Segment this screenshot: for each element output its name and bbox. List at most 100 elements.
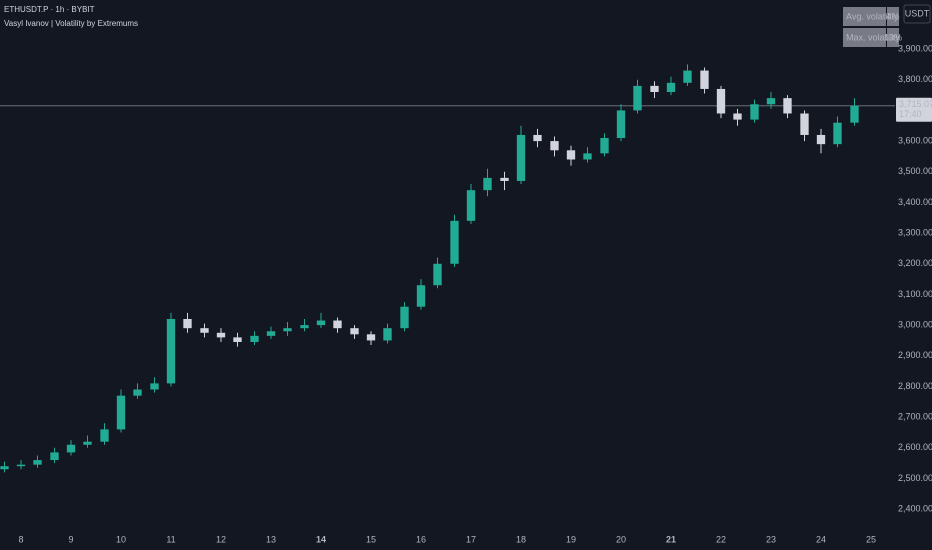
candle-body (850, 105, 859, 123)
y-tick-label: 2,400.00 (898, 504, 932, 514)
y-tick-label: 2,900.00 (898, 350, 932, 360)
x-tick-label: 20 (616, 534, 626, 544)
y-tick-label: 3,500.00 (898, 166, 932, 176)
candle-body (250, 335, 259, 342)
candle-body (566, 150, 576, 160)
x-tick-label: 25 (866, 534, 876, 544)
currency-label[interactable]: USDT (905, 8, 930, 18)
candle-body (333, 320, 342, 329)
candle-body (416, 285, 426, 307)
candle-body (316, 320, 326, 326)
candle-body (200, 328, 209, 333)
x-tick-label: 22 (716, 534, 726, 544)
y-tick-label: 3,600.00 (898, 135, 932, 145)
x-tick-label: 8 (18, 534, 23, 544)
x-tick-label: 15 (366, 534, 376, 544)
candle-body (450, 220, 459, 264)
y-tick-label: 2,500.00 (898, 473, 932, 483)
y-tick-label: 3,300.00 (898, 227, 932, 237)
x-tick-label: 14 (316, 534, 326, 544)
indicator-title: Vasyl Ivanov | Volatility by Extremums (4, 19, 138, 28)
candle-body (150, 383, 159, 390)
x-tick-label: 24 (816, 534, 826, 544)
candle-body (583, 153, 592, 160)
candle-body (783, 98, 792, 114)
y-tick-label: 3,200.00 (898, 258, 932, 268)
candle-body (216, 332, 226, 338)
x-tick-label: 9 (68, 534, 73, 544)
y-tick-label: 3,800.00 (898, 74, 932, 84)
table-value: 13% (884, 32, 902, 42)
candle-body (266, 331, 276, 336)
table-cell (843, 7, 886, 26)
y-tick-label: 3,000.00 (898, 319, 932, 329)
candle-body (750, 104, 759, 120)
candle-body (716, 88, 726, 114)
candle-body (550, 141, 559, 151)
candle-body (533, 134, 542, 142)
candle-body (833, 122, 842, 145)
candle-body (183, 318, 192, 329)
candle-body (66, 444, 76, 453)
last-price-label: 3,715.07 (899, 99, 932, 109)
candle-body (0, 466, 9, 470)
candle-body (133, 389, 142, 396)
x-tick-label: 10 (116, 534, 126, 544)
x-tick-label: 19 (566, 534, 576, 544)
candle-body (33, 460, 42, 465)
candle-body (233, 337, 242, 342)
candle-body (433, 263, 442, 286)
candle-body (16, 464, 26, 467)
candle-body (50, 452, 59, 461)
candle-body (516, 134, 526, 181)
table-label: Max. volatility (846, 32, 901, 42)
candle-body (83, 441, 92, 445)
x-tick-label: 13 (266, 534, 276, 544)
candle-body (683, 70, 692, 83)
candle-body (700, 70, 709, 89)
currency-button[interactable] (903, 4, 931, 24)
candle-body (283, 328, 292, 332)
x-tick-label: 18 (516, 534, 526, 544)
y-tick-label: 3,900.00 (898, 43, 932, 53)
x-tick-label: 12 (216, 534, 226, 544)
x-tick-label: 23 (766, 534, 776, 544)
candle-body (666, 82, 676, 93)
candle-body (766, 98, 776, 105)
candle-body (300, 325, 309, 329)
table-cell (843, 28, 886, 47)
table-value: 4% (886, 11, 899, 21)
candle-body (500, 177, 509, 181)
x-tick-label: 16 (416, 534, 426, 544)
candle-body (383, 328, 392, 341)
symbol-title: ETHUSDT.P · 1h · BYBIT (4, 5, 95, 14)
candle-body (366, 334, 376, 341)
table-cell (887, 7, 899, 26)
countdown-label: 17:40 (899, 109, 922, 119)
candle-body (466, 190, 476, 221)
candle-body (100, 429, 109, 442)
candle-body (800, 113, 809, 135)
candle-body (483, 177, 492, 191)
last-price-box (896, 97, 932, 122)
y-tick-label: 2,800.00 (898, 381, 932, 391)
y-tick-label: 2,700.00 (898, 412, 932, 422)
x-tick-label: 17 (466, 534, 476, 544)
table-cell (887, 28, 899, 47)
candle-body (166, 318, 176, 384)
y-tick-label: 2,600.00 (898, 442, 932, 452)
candle-body (400, 306, 409, 329)
x-tick-label: 21 (666, 534, 676, 544)
candle-body (650, 85, 659, 93)
candle-body (116, 395, 126, 430)
candle-body (816, 134, 826, 145)
y-tick-label: 3,100.00 (898, 289, 932, 299)
candle-body (350, 328, 359, 335)
candle-body (616, 110, 626, 139)
table-label: Avg. volatility (846, 11, 899, 21)
x-tick-label: 11 (166, 534, 175, 544)
y-tick-label: 3,400.00 (898, 197, 932, 207)
candle-body (733, 113, 742, 120)
